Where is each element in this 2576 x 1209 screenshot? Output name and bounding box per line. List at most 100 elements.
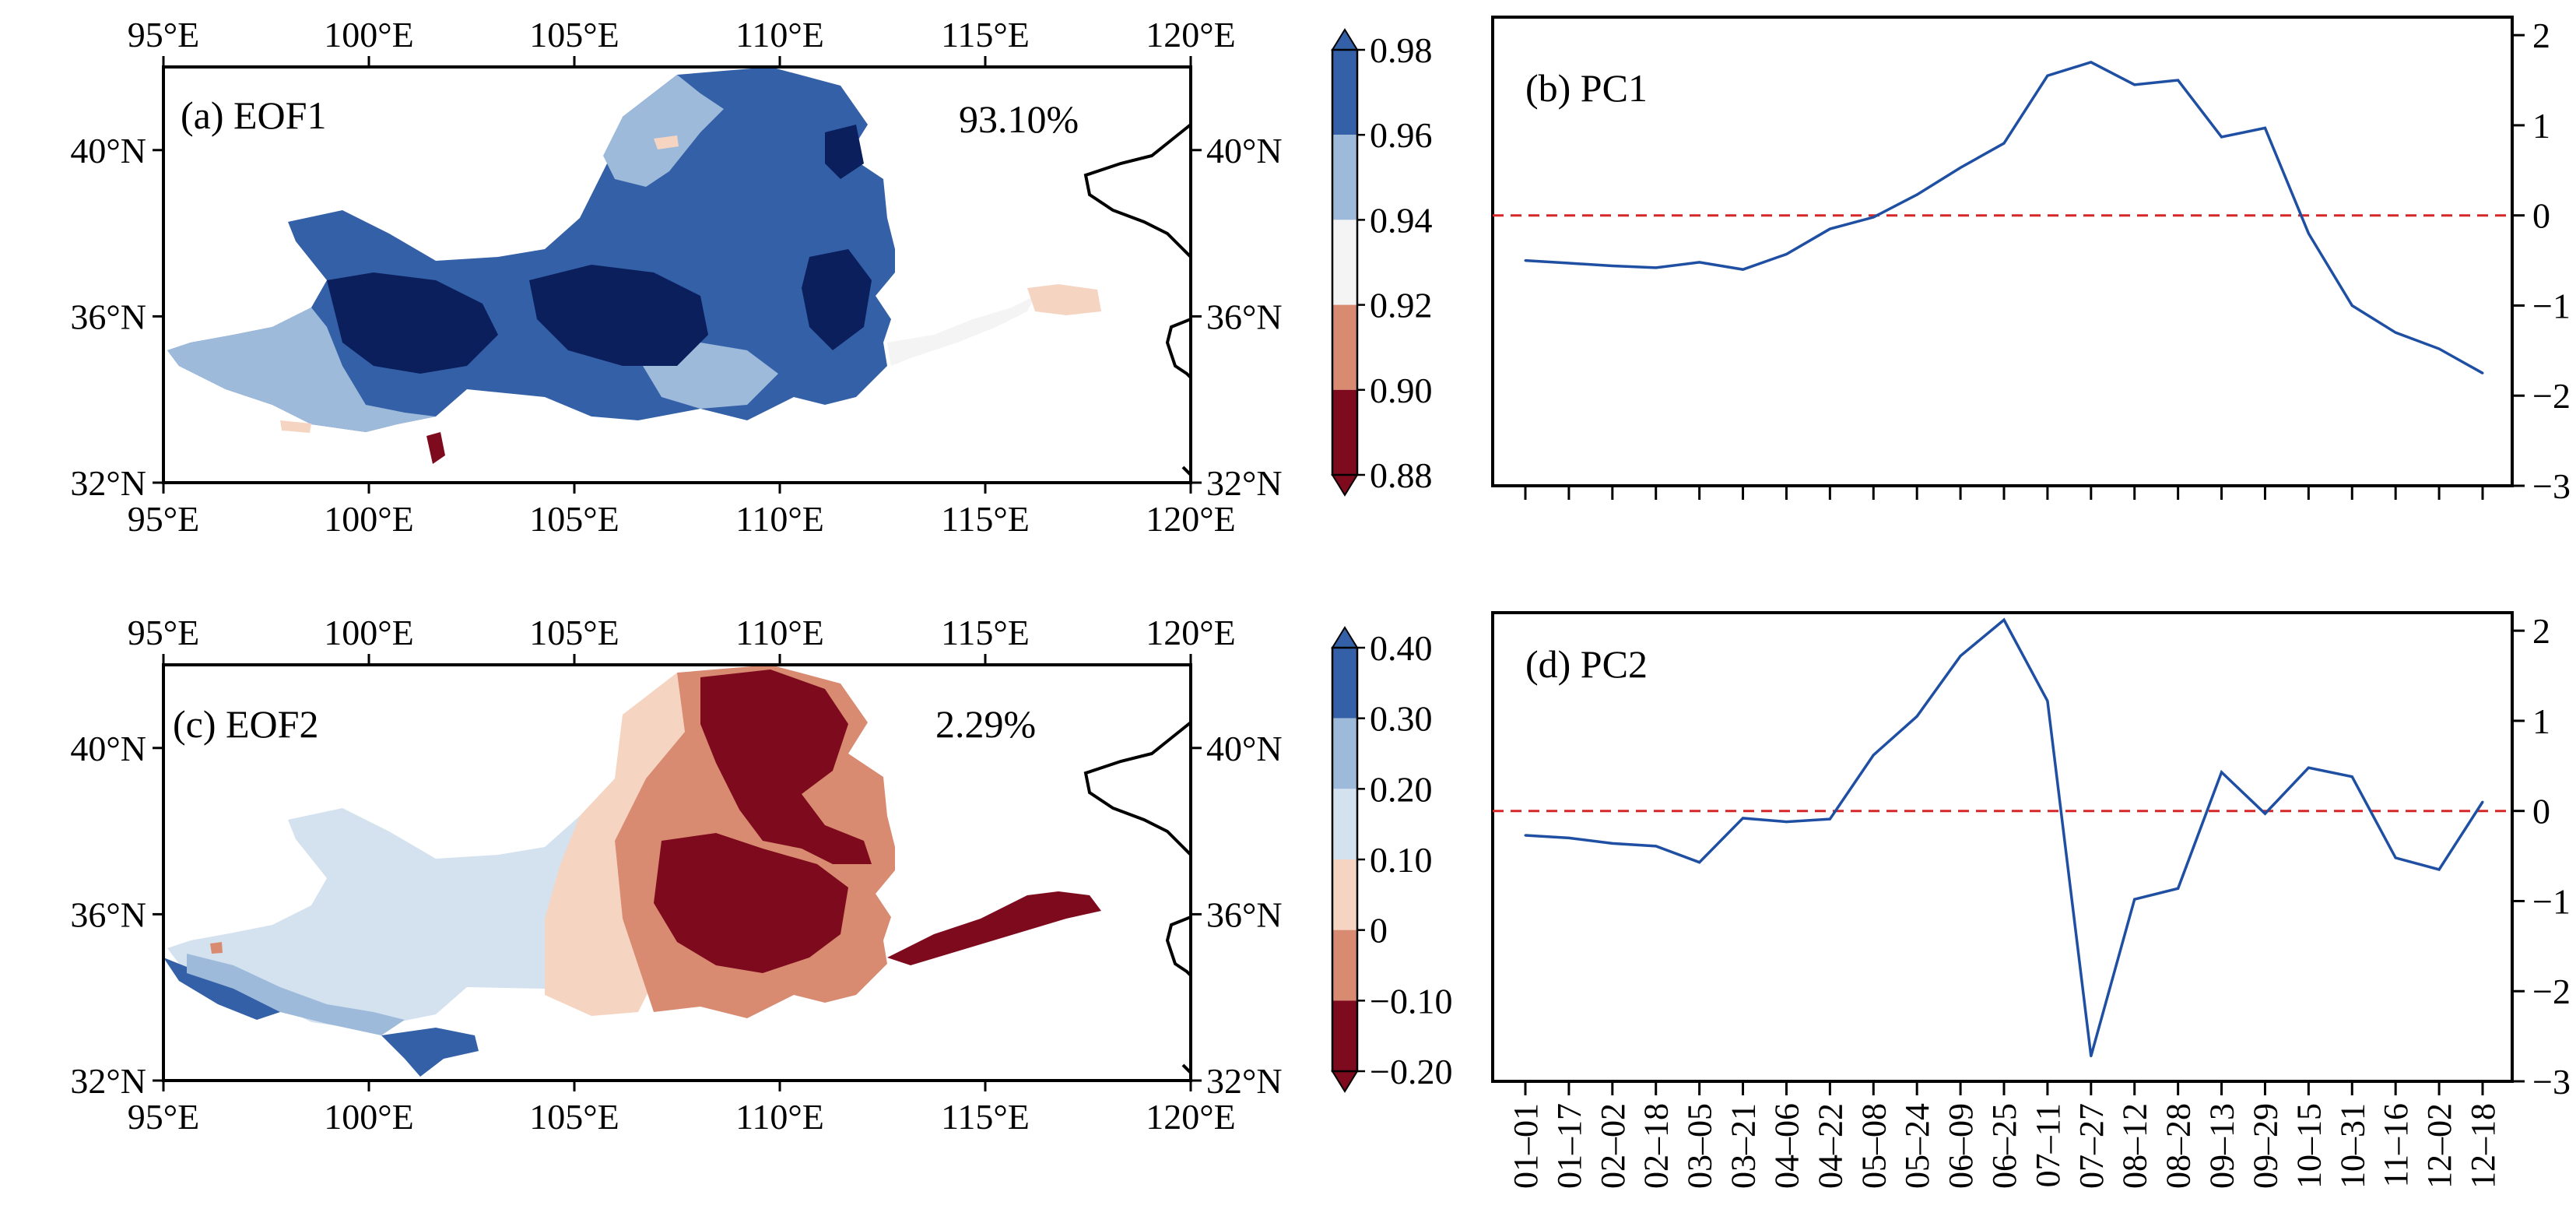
- lon-label-bottom: 95°E: [128, 499, 200, 539]
- data-point: [2090, 61, 2093, 64]
- eof2-region-east-tail: [887, 891, 1101, 965]
- x-tick-label: 06–09: [1942, 1103, 1980, 1189]
- data-point: [2350, 775, 2353, 778]
- colorbar-segment: [1332, 389, 1357, 475]
- eof2-panel-label: (c) EOF2: [173, 702, 318, 746]
- eof2-colorbar: 0.40 0.30 0.20 0.10 0 −0.10 −0.20: [1331, 626, 1452, 1093]
- eof2-frame: [162, 663, 1192, 1082]
- lon-label-bottom: 120°E: [1146, 1097, 1236, 1137]
- data-point: [1785, 821, 1788, 824]
- eof2-map: 95°E 95°E 100°E 100°E 105°E 105°E 110°E 110°E 11…: [70, 613, 1282, 1137]
- eof2-region-core-south: [654, 833, 848, 973]
- x-tick-label: 10–31: [2333, 1103, 2371, 1189]
- lon-label-bottom: 110°E: [735, 1097, 824, 1137]
- x-tick-label: 03–21: [1725, 1103, 1763, 1189]
- data-point: [1655, 266, 1658, 269]
- colorbar-segment: [1332, 1000, 1357, 1071]
- x-tick-label: 05–08: [1855, 1103, 1893, 1189]
- colorbar-label: −0.10: [1370, 981, 1452, 1021]
- data-point: [2220, 771, 2223, 774]
- lon-label-top: 105°E: [529, 613, 619, 652]
- eof1-spot-north: [654, 135, 679, 149]
- pc2-y-ticks: −3 −2 −1 0 1 2: [2512, 611, 2571, 1102]
- y-tick-label: 0: [2532, 196, 2550, 236]
- data-point: [1959, 166, 1962, 169]
- lon-label-bottom: 105°E: [529, 1097, 619, 1137]
- x-tick-label: 06–25: [1985, 1103, 2023, 1189]
- lon-label-top: 120°E: [1146, 15, 1236, 54]
- colorbar-segment: [1332, 304, 1357, 390]
- lat-label-right: 32°N: [1206, 1061, 1283, 1101]
- data-point: [2481, 371, 2484, 374]
- x-tick-label: 05–24: [1898, 1103, 1936, 1189]
- data-point: [1698, 261, 1701, 264]
- lon-label-top: 100°E: [324, 613, 414, 652]
- data-point: [2350, 304, 2353, 307]
- eof2-ticks: 95°E 95°E 100°E 100°E 105°E 105°E 110°E 110°E 11…: [70, 613, 1282, 1137]
- lon-label-bottom: 115°E: [941, 1097, 1030, 1137]
- colorbar-extend-top: [1331, 28, 1359, 51]
- data-point: [1655, 845, 1658, 848]
- data-point: [1785, 252, 1788, 255]
- x-tick-label: 08–28: [2160, 1103, 2198, 1189]
- y-tick-label: −2: [2532, 972, 2571, 1011]
- data-point: [1915, 715, 1918, 718]
- y-tick-label: 1: [2532, 701, 2550, 741]
- colorbar-label: 0.92: [1370, 286, 1433, 325]
- eof1-region-core-center: [529, 265, 708, 366]
- x-tick-label: 10–15: [2290, 1103, 2328, 1189]
- y-tick-label: −1: [2532, 881, 2571, 921]
- x-tick-label: 07–27: [2072, 1103, 2111, 1189]
- data-point: [1524, 834, 1527, 837]
- eof1-ticks: 95°E 95°E 100°E 100°E 105°E 105°E 110°E 110°E 11…: [70, 15, 1282, 539]
- data-point: [1567, 836, 1571, 839]
- lon-label-bottom: 120°E: [1146, 499, 1236, 539]
- y-tick-label: −1: [2532, 286, 2571, 325]
- x-tick-label: 03–05: [1681, 1103, 1719, 1189]
- lat-label-left: 40°N: [70, 131, 146, 170]
- coastline-a: [1083, 123, 1191, 476]
- data-point: [1872, 754, 1875, 757]
- data-point: [2046, 699, 2049, 702]
- data-point: [2090, 1055, 2093, 1058]
- lon-label-bottom: 100°E: [324, 499, 414, 539]
- x-tick-label: 12–02: [2420, 1103, 2458, 1189]
- data-point: [1742, 268, 1745, 271]
- lat-label-left: 32°N: [70, 463, 146, 503]
- colorbar-frame: [1331, 48, 1359, 476]
- y-tick-label: 2: [2532, 16, 2550, 55]
- data-point: [2481, 800, 2484, 803]
- eof1-spot-south: [426, 432, 445, 464]
- lon-label-bottom: 110°E: [735, 499, 824, 539]
- data-point: [2394, 856, 2397, 859]
- data-point: [2394, 331, 2397, 334]
- eof2-region-core-north: [700, 670, 872, 864]
- lon-label-top: 115°E: [941, 613, 1030, 652]
- colorbar-segment: [1332, 930, 1357, 1001]
- eof1-frame: [162, 65, 1192, 484]
- pc1-panel-label: (b) PC1: [1525, 66, 1648, 110]
- eof1-spot-southwest: [280, 420, 311, 433]
- eof2-region-center: [545, 673, 708, 1016]
- x-tick-label: 11–16: [2377, 1103, 2415, 1187]
- lat-label-left: 32°N: [70, 1061, 146, 1101]
- data-point: [2263, 126, 2266, 129]
- eof1-percent: 93.10%: [959, 97, 1079, 141]
- lon-label-top: 115°E: [941, 15, 1030, 54]
- y-tick-label: 2: [2532, 611, 2550, 651]
- data-point: [2133, 898, 2136, 901]
- data-point: [2133, 83, 2136, 86]
- data-point: [2437, 347, 2441, 350]
- colorbar-segment: [1332, 648, 1357, 719]
- eof1-field: [167, 67, 1191, 476]
- colorbar-label: 0.30: [1370, 699, 1433, 739]
- lat-label-right: 40°N: [1206, 131, 1283, 170]
- lat-label-right: 40°N: [1206, 729, 1283, 768]
- colorbar-label: 0.90: [1370, 371, 1433, 410]
- data-point: [1915, 193, 1918, 196]
- lon-label-bottom: 105°E: [529, 499, 619, 539]
- colorbar-segment: [1332, 135, 1357, 220]
- colorbar-segment: [1332, 718, 1357, 789]
- data-point: [1828, 227, 1831, 230]
- colorbar-segment: [1332, 50, 1357, 135]
